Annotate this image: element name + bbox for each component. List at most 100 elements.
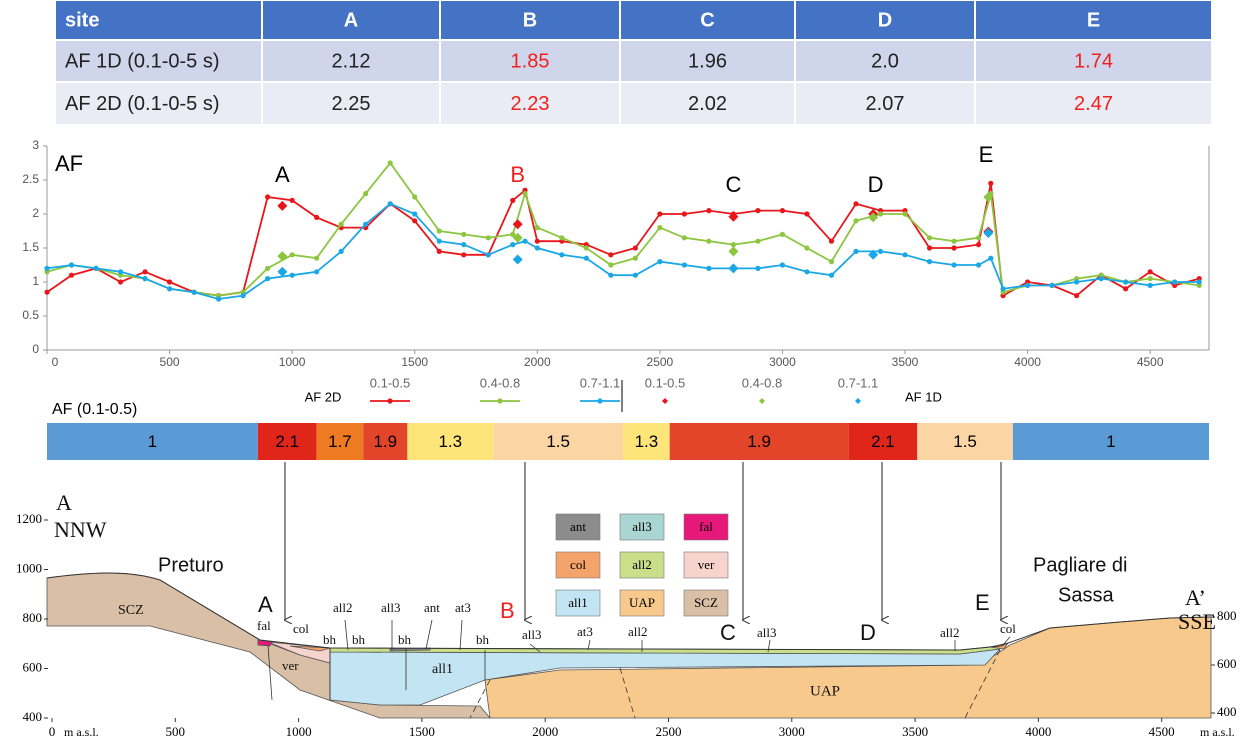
point <box>755 266 760 271</box>
section-label: bh <box>476 632 490 647</box>
point <box>412 211 417 216</box>
strip-value: 1.7 <box>328 432 352 451</box>
table-header: D <box>878 9 892 31</box>
section-label: B <box>500 598 515 623</box>
point <box>388 201 393 206</box>
point <box>314 269 319 274</box>
point <box>755 208 760 213</box>
table-value: 2.07 <box>866 93 905 115</box>
point <box>412 218 417 223</box>
point <box>559 252 564 257</box>
point <box>804 211 809 216</box>
point <box>486 235 491 240</box>
strip-value: 2.1 <box>871 432 895 451</box>
strip-value: 1.3 <box>635 432 659 451</box>
point <box>290 273 295 278</box>
legend-label: UAP <box>629 595 655 610</box>
point <box>1123 279 1128 284</box>
point <box>976 242 981 247</box>
section-label: all2 <box>333 600 353 615</box>
section-label: SCZ <box>118 603 144 618</box>
point <box>69 262 74 267</box>
section-label: SSE <box>1178 609 1216 634</box>
legend-label: fal <box>699 519 713 534</box>
point <box>1074 279 1079 284</box>
y-tick-label: 400 <box>23 709 43 724</box>
point <box>388 160 393 165</box>
table-value: 1.85 <box>511 50 550 72</box>
point <box>437 239 442 244</box>
point <box>510 242 515 247</box>
point <box>780 208 785 213</box>
strip-value: 1 <box>1106 432 1115 451</box>
point <box>535 245 540 250</box>
strip-value: 1.3 <box>438 432 462 451</box>
legend-swatch <box>597 398 602 403</box>
table-header: site <box>65 9 99 31</box>
y-tick-label: 1000 <box>16 560 42 575</box>
section-label: ant <box>424 600 440 615</box>
section-label: all1 <box>432 662 453 677</box>
point <box>522 191 527 196</box>
point <box>1148 283 1153 288</box>
section-label: A <box>56 490 72 515</box>
legend-label: SCZ <box>694 595 718 610</box>
legend-swatch <box>497 398 502 403</box>
point <box>853 249 858 254</box>
table-value: 2.02 <box>688 93 727 115</box>
annotation: E <box>979 142 994 167</box>
point <box>44 266 49 271</box>
point <box>804 245 809 250</box>
legend-label: col <box>570 557 586 572</box>
legend-label: 0.4-0.8 <box>480 375 520 390</box>
point <box>461 232 466 237</box>
point <box>486 252 491 257</box>
point <box>608 262 613 267</box>
section-label: bh <box>323 632 337 647</box>
y2-tick-label: 400 <box>1217 704 1237 719</box>
section-label: all3 <box>757 625 777 640</box>
section-label: all3 <box>381 600 401 615</box>
point <box>633 273 638 278</box>
point <box>461 242 466 247</box>
y2-tick-label: 600 <box>1217 656 1237 671</box>
legend-swatch <box>759 398 765 404</box>
point <box>241 293 246 298</box>
x-tick-label: 4000 <box>1014 355 1041 369</box>
x-tick-label: 0 <box>52 355 59 369</box>
section-label: all3 <box>522 627 542 642</box>
legend-label: all1 <box>568 595 588 610</box>
point <box>535 225 540 230</box>
legend-label: ver <box>698 557 715 572</box>
point <box>339 222 344 227</box>
x-tick-label: 500 <box>166 724 186 739</box>
x-tick-label: 3000 <box>769 355 796 369</box>
annotation: B <box>510 162 525 187</box>
figure: siteABCDEAF 1D (0.1-0-5 s)2.121.851.962.… <box>0 0 1249 743</box>
point <box>902 211 907 216</box>
legend-group: AF 1D <box>905 389 942 404</box>
strip-value: 1.5 <box>953 432 977 451</box>
point <box>437 228 442 233</box>
point <box>682 211 687 216</box>
point <box>69 273 74 278</box>
point <box>706 239 711 244</box>
table-value: 2.12 <box>332 50 371 72</box>
point <box>951 245 956 250</box>
legend-label: 0.1-0.5 <box>645 375 685 390</box>
point <box>277 251 287 261</box>
point <box>682 262 687 267</box>
point <box>44 290 49 295</box>
point <box>363 191 368 196</box>
point <box>265 266 270 271</box>
point <box>829 239 834 244</box>
x-tick-label: 1000 <box>286 724 312 739</box>
point <box>878 211 883 216</box>
x-tick-label: 2500 <box>647 355 674 369</box>
point <box>633 245 638 250</box>
table-value: AF 2D (0.1-0-5 s) <box>65 93 219 115</box>
table-header: C <box>700 9 714 31</box>
point <box>780 232 785 237</box>
point <box>902 252 907 257</box>
point <box>510 198 515 203</box>
